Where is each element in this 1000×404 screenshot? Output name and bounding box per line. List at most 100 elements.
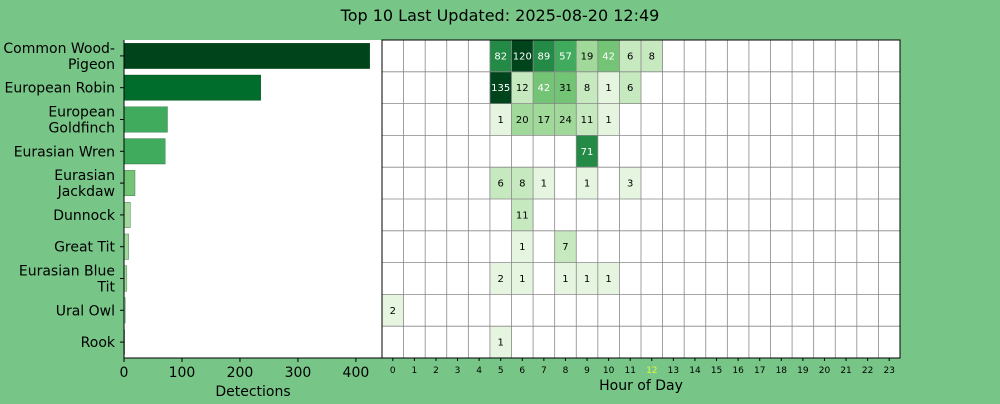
heatmap-x-tick-label: 19 [797, 366, 809, 376]
heatmap-cell-value: 24 [559, 115, 572, 126]
heatmap-x-tick-label: 5 [498, 366, 504, 376]
heatmap-x-tick-label: 9 [584, 366, 590, 376]
heatmap-cell [511, 103, 534, 136]
heatmap-cell-value: 1 [519, 242, 525, 253]
heatmap-cell [489, 103, 512, 136]
heatmap-cell [554, 40, 577, 72]
heatmap-cell [597, 71, 620, 104]
heatmap-cell-value: 42 [602, 51, 615, 62]
bar-category-label: Rook [81, 335, 116, 351]
heatmap-cell-value: 2 [498, 274, 504, 285]
heatmap-cell [554, 71, 577, 104]
heatmap-cell-value: 1 [541, 179, 547, 190]
heatmap-cell [511, 199, 534, 231]
heatmap-cell-value: 1 [584, 274, 590, 285]
heatmap-cell [576, 167, 598, 199]
heatmap-cell [619, 167, 641, 199]
heatmap-cell [511, 262, 534, 295]
heatmap-x-tick-label: 17 [754, 366, 765, 376]
bar-category-label: Eurasian Jackdaw [54, 168, 115, 200]
heatmap-cell [619, 71, 641, 104]
heatmap-cell-value: 20 [516, 115, 529, 126]
bar-category-label: European Robin [5, 81, 115, 97]
heatmap-cell-value: 89 [538, 51, 551, 62]
heatmap-x-tick-label: 15 [711, 366, 722, 376]
heatmap-cell-value: 135 [491, 83, 510, 94]
heatmap-cell-value: 19 [581, 51, 594, 62]
heatmap-cell-value: 1 [562, 274, 568, 285]
bar-x-tick-label: 0 [120, 365, 129, 381]
heatmap-cell-value: 8 [584, 83, 590, 94]
heatmap-x-tick-label: 6 [519, 366, 525, 376]
bar-category-label: Eurasian Blue Tit [19, 264, 116, 296]
heatmap-cell [576, 40, 598, 72]
heatmap-x-tick-label: 21 [840, 366, 851, 376]
heatmap-cell [489, 71, 512, 104]
heatmap-x-tick-label: 7 [541, 366, 547, 376]
heatmap-x-tick-label: 22 [862, 366, 873, 376]
heatmap-x-tick-label: 14 [689, 366, 701, 376]
heatmap-cell-value: 1 [605, 115, 611, 126]
heatmap-cell [576, 135, 598, 168]
heatmap-x-tick-label: 4 [476, 366, 482, 376]
heatmap-cell-value: 6 [627, 83, 633, 94]
heatmap-cell-value: 12 [516, 83, 529, 94]
heatmap-cell [533, 167, 555, 199]
heatmap-frame [381, 39, 901, 359]
heatmap-cell-value: 3 [627, 179, 633, 190]
heatmap-x-tick-label: 16 [732, 366, 744, 376]
heatmap-cell-value: 8 [519, 179, 525, 190]
heatmap-cell-value: 7 [562, 242, 568, 253]
bar-category-label: Dunnock [53, 208, 116, 224]
bar [123, 106, 168, 133]
heatmap-cell [533, 103, 555, 136]
heatmap-cell [576, 103, 598, 136]
heatmap-cell [511, 71, 534, 104]
heatmap-cell-value: 31 [559, 83, 572, 94]
heatmap-x-tick-label: 0 [390, 366, 396, 376]
heatmap-cell [489, 262, 512, 295]
heatmap-x-tick-label: 8 [563, 366, 569, 376]
bar-series [123, 43, 370, 355]
heatmap-cell [597, 40, 620, 72]
heatmap-x-tick-label: 1 [412, 366, 418, 376]
bar-category-label: European Goldfinch [48, 105, 115, 137]
bar-category-label: Great Tit [54, 240, 115, 256]
heatmap-grid [382, 40, 900, 358]
bar-x-axis: 0 100 200 300 400 [120, 358, 370, 381]
bar [123, 170, 136, 196]
heatmap-cell-value: 120 [513, 51, 532, 62]
heatmap-cell [619, 40, 641, 72]
heatmap-cell-value: 1 [605, 83, 611, 94]
heatmap-x-tick-label: 10 [603, 366, 615, 376]
bar [123, 202, 131, 228]
heatmap-cell-value: 82 [494, 51, 507, 62]
heatmap-x-tick-label: 3 [455, 366, 461, 376]
heatmap-x-tick-label: 11 [624, 366, 635, 376]
heatmap-cell-value: 1 [584, 179, 590, 190]
heatmap-cell-value: 2 [390, 306, 396, 317]
heatmap-cell-value: 8 [649, 51, 655, 62]
heatmap-cell-value: 57 [559, 51, 572, 62]
heatmap-cell [554, 230, 577, 263]
heatmap-x-tick-label: 13 [668, 366, 679, 376]
heatmap-cell [554, 103, 577, 136]
heatmap-cell [597, 262, 620, 295]
heatmap-cell-value: 1 [605, 274, 611, 285]
heatmap-cell-value: 1 [498, 338, 504, 349]
bar-x-tick-label: 400 [343, 365, 370, 381]
heatmap-cell [576, 262, 598, 295]
bar-category-labels: Common Wood-Pigeon European Robin European… [3, 41, 124, 351]
heatmap-x-tick-label: 2 [433, 366, 439, 376]
heatmap-cell-value: 17 [538, 115, 551, 126]
bar-chart-panel: Common Wood-Pigeon European Robin European… [3, 40, 382, 400]
heatmap-cell-value: 6 [498, 179, 504, 190]
bar-category-label: Eurasian Wren [14, 144, 115, 160]
heatmap-cell [489, 167, 512, 199]
heatmap-cell [382, 294, 404, 327]
heatmap-cell-value: 11 [581, 115, 594, 126]
bar-x-tick-label: 200 [227, 365, 254, 381]
